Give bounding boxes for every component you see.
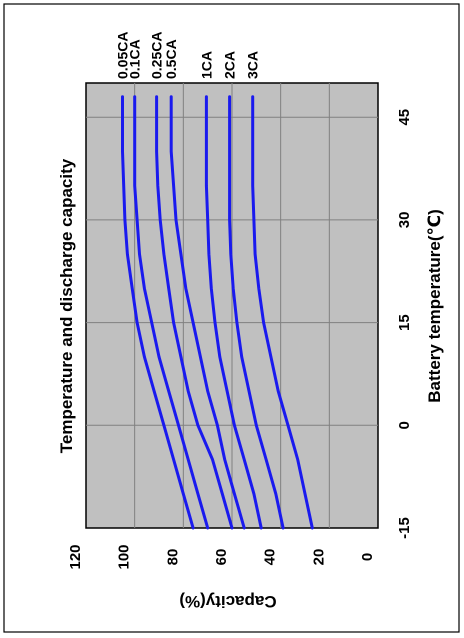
- series-line-3CA: [251, 95, 314, 530]
- y-tick-label-1: 100: [116, 544, 133, 569]
- series-label-3CA: 3CA: [245, 51, 261, 79]
- series-lines: [121, 95, 314, 530]
- x-tick-label-4: 45: [396, 109, 413, 126]
- y-tick-label-0: 120: [67, 544, 84, 569]
- y-tick-label-6: 0: [359, 553, 376, 561]
- series-label-2CA: 2CA: [222, 51, 238, 79]
- series-label-0.5CA: 0.5CA: [163, 39, 179, 79]
- series-label-1CA: 1CA: [198, 51, 214, 79]
- x-tick-labels: -15 0 15 30 45: [396, 109, 413, 539]
- x-tick-label-2: 15: [396, 314, 413, 331]
- x-tick-label-3: 30: [396, 212, 413, 229]
- chart-title: Temperature and discharge capacity: [57, 158, 76, 453]
- series-line-0.5CA: [169, 95, 246, 530]
- y-tick-label-4: 40: [262, 549, 279, 566]
- y-tick-labels: 120 100 80 60 40 20 0: [67, 544, 376, 569]
- y-tick-label-5: 20: [310, 549, 327, 566]
- series-line-0.1CA: [133, 95, 210, 530]
- series-line-1CA: [204, 95, 263, 530]
- x-tick-label-1: 0: [396, 421, 413, 429]
- x-tick-label-0: -15: [396, 517, 413, 539]
- series-label-0.1CA: 0.1CA: [127, 39, 143, 79]
- y-axis-label: Capacity(%): [179, 592, 276, 611]
- series-label-0.05CA: 0.05CA: [115, 32, 131, 79]
- y-tick-label-3: 60: [213, 549, 230, 566]
- y-tick-label-2: 80: [164, 549, 181, 566]
- series-line-0.05CA: [121, 95, 195, 530]
- series-line-2CA: [228, 95, 285, 530]
- x-axis-label: Battery temperature(℃): [425, 209, 444, 402]
- series-line-0.25CA: [155, 95, 234, 530]
- series-label-0.25CA: 0.25CA: [149, 32, 165, 79]
